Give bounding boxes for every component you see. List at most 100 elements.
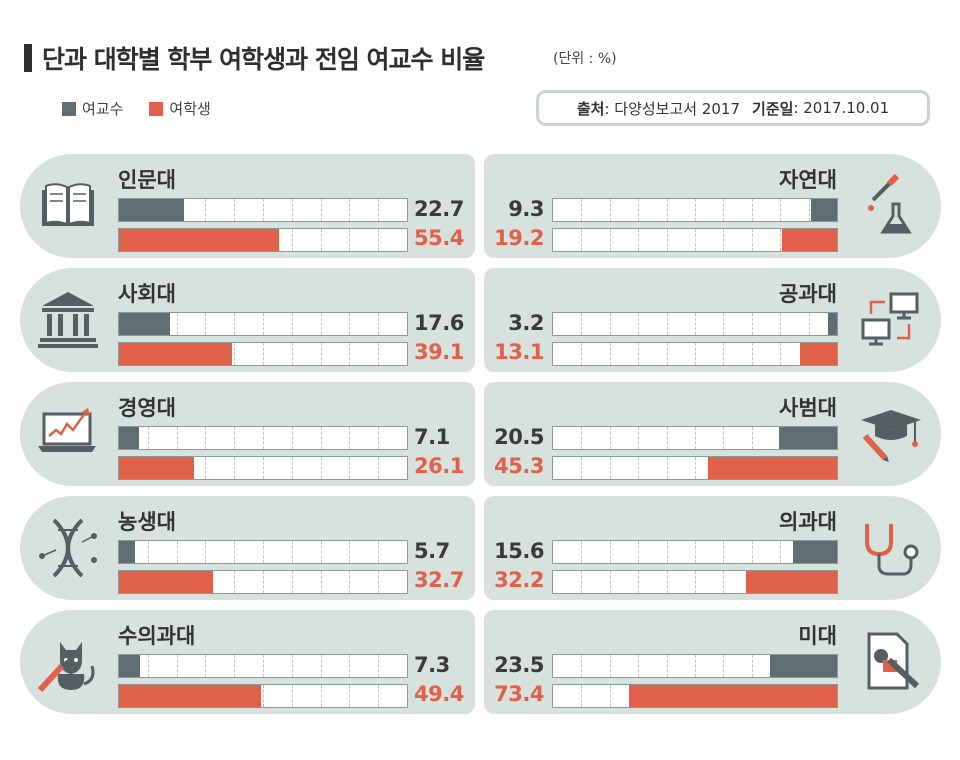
gridline <box>205 457 207 479</box>
gridline <box>751 427 753 449</box>
gridline <box>263 343 264 365</box>
gridline <box>263 427 264 449</box>
college-panel: 수의과대 7.3 49.4 <box>20 610 475 714</box>
legend-label-faculty: 여교수 <box>82 100 124 118</box>
gridline <box>638 313 640 335</box>
student-bar-track <box>552 456 838 480</box>
gridline <box>638 541 640 563</box>
faculty-bar <box>119 541 136 563</box>
gridline <box>176 655 178 677</box>
college-name: 수의과대 <box>118 624 196 648</box>
college-name: 사범대 <box>779 396 837 420</box>
student-value-label: 13.1 <box>494 340 544 364</box>
gridline <box>638 655 640 677</box>
student-value-label: 26.1 <box>414 454 464 478</box>
faculty-value-label: 9.3 <box>508 197 544 221</box>
college-name: 공과대 <box>779 282 837 306</box>
gridline <box>666 457 668 479</box>
college-panel: 사회대 17.6 39.1 <box>20 268 475 372</box>
flask-dropper-icon <box>859 173 923 238</box>
gridline <box>320 685 322 707</box>
college-name: 자연대 <box>779 168 837 192</box>
college-panel: 경영대 7.1 26.1 <box>20 382 475 486</box>
college-panel: 사범대 20.5 45.3 <box>484 382 941 486</box>
faculty-value-label: 15.6 <box>494 539 544 563</box>
faculty-bar <box>119 199 185 221</box>
college-name: 경영대 <box>118 396 176 420</box>
date-value: : 2017.10.01 <box>793 99 890 117</box>
college-panel: 인문대 22.7 55.4 <box>20 154 475 258</box>
gridline <box>751 313 753 335</box>
legend-item-student: 여학생 <box>149 98 211 119</box>
faculty-value-label: 5.7 <box>414 539 450 563</box>
faculty-bar <box>827 313 837 335</box>
college-panel: 자연대 9.3 19.2 <box>484 154 941 258</box>
date-label: 기준일 <box>752 99 794 118</box>
gridline <box>581 427 583 449</box>
student-value-label: 32.7 <box>414 568 464 592</box>
gridline <box>291 571 293 593</box>
faculty-bar-track <box>118 426 408 450</box>
student-bar <box>745 571 837 593</box>
gridline <box>291 655 293 677</box>
gridline <box>378 541 380 563</box>
gridline <box>378 655 380 677</box>
gridline <box>666 655 668 677</box>
gridline <box>723 229 725 251</box>
gridline <box>609 457 611 479</box>
student-bar-track <box>118 570 408 594</box>
gridline <box>638 457 640 479</box>
student-value-label: 45.3 <box>494 454 544 478</box>
college-panel: 공과대 3.2 13.1 <box>484 268 941 372</box>
student-value-label: 73.4 <box>494 682 544 706</box>
gridline <box>234 571 236 593</box>
gridline <box>263 199 264 221</box>
networked-computers-icon <box>859 288 923 352</box>
faculty-value-label: 22.7 <box>414 197 464 221</box>
gridline <box>349 313 351 335</box>
faculty-bar-track <box>552 198 838 222</box>
page-title: 단과 대학별 학부 여학생과 전임 여교수 비율 <box>42 45 485 74</box>
gridline <box>695 571 696 593</box>
gridline <box>695 541 696 563</box>
dna-icon <box>36 516 100 580</box>
gridline <box>234 343 236 365</box>
faculty-bar-track <box>118 654 408 678</box>
gridline <box>378 229 380 251</box>
student-bar-track <box>552 342 838 366</box>
gridline <box>378 313 380 335</box>
college-name: 인문대 <box>118 168 176 192</box>
gridline <box>263 313 264 335</box>
gridline <box>320 541 322 563</box>
gridline <box>609 541 611 563</box>
gridline <box>234 457 236 479</box>
student-bar-track <box>118 228 408 252</box>
faculty-bar-track <box>118 540 408 564</box>
gridline <box>609 313 611 335</box>
gridline <box>263 457 264 479</box>
gridline <box>349 229 351 251</box>
gridline <box>320 427 322 449</box>
gridline <box>723 655 725 677</box>
book-icon <box>36 174 100 238</box>
student-bar <box>119 571 214 593</box>
gridline <box>147 427 149 449</box>
college-panel: 의과대 15.6 32.2 <box>484 496 941 600</box>
gridline <box>176 313 178 335</box>
gridline <box>378 427 380 449</box>
gridline <box>349 343 351 365</box>
gridline <box>780 229 782 251</box>
student-bar-track <box>552 684 838 708</box>
faculty-bar <box>810 199 837 221</box>
gridline <box>581 229 583 251</box>
faculty-bar-track <box>552 312 838 336</box>
gridline <box>378 343 380 365</box>
gridline <box>609 685 611 707</box>
gridline <box>581 313 583 335</box>
gridline <box>234 655 236 677</box>
gridline <box>291 199 293 221</box>
gridline <box>780 343 782 365</box>
gridline <box>609 571 611 593</box>
gridline <box>609 199 611 221</box>
faculty-bar <box>119 655 141 677</box>
